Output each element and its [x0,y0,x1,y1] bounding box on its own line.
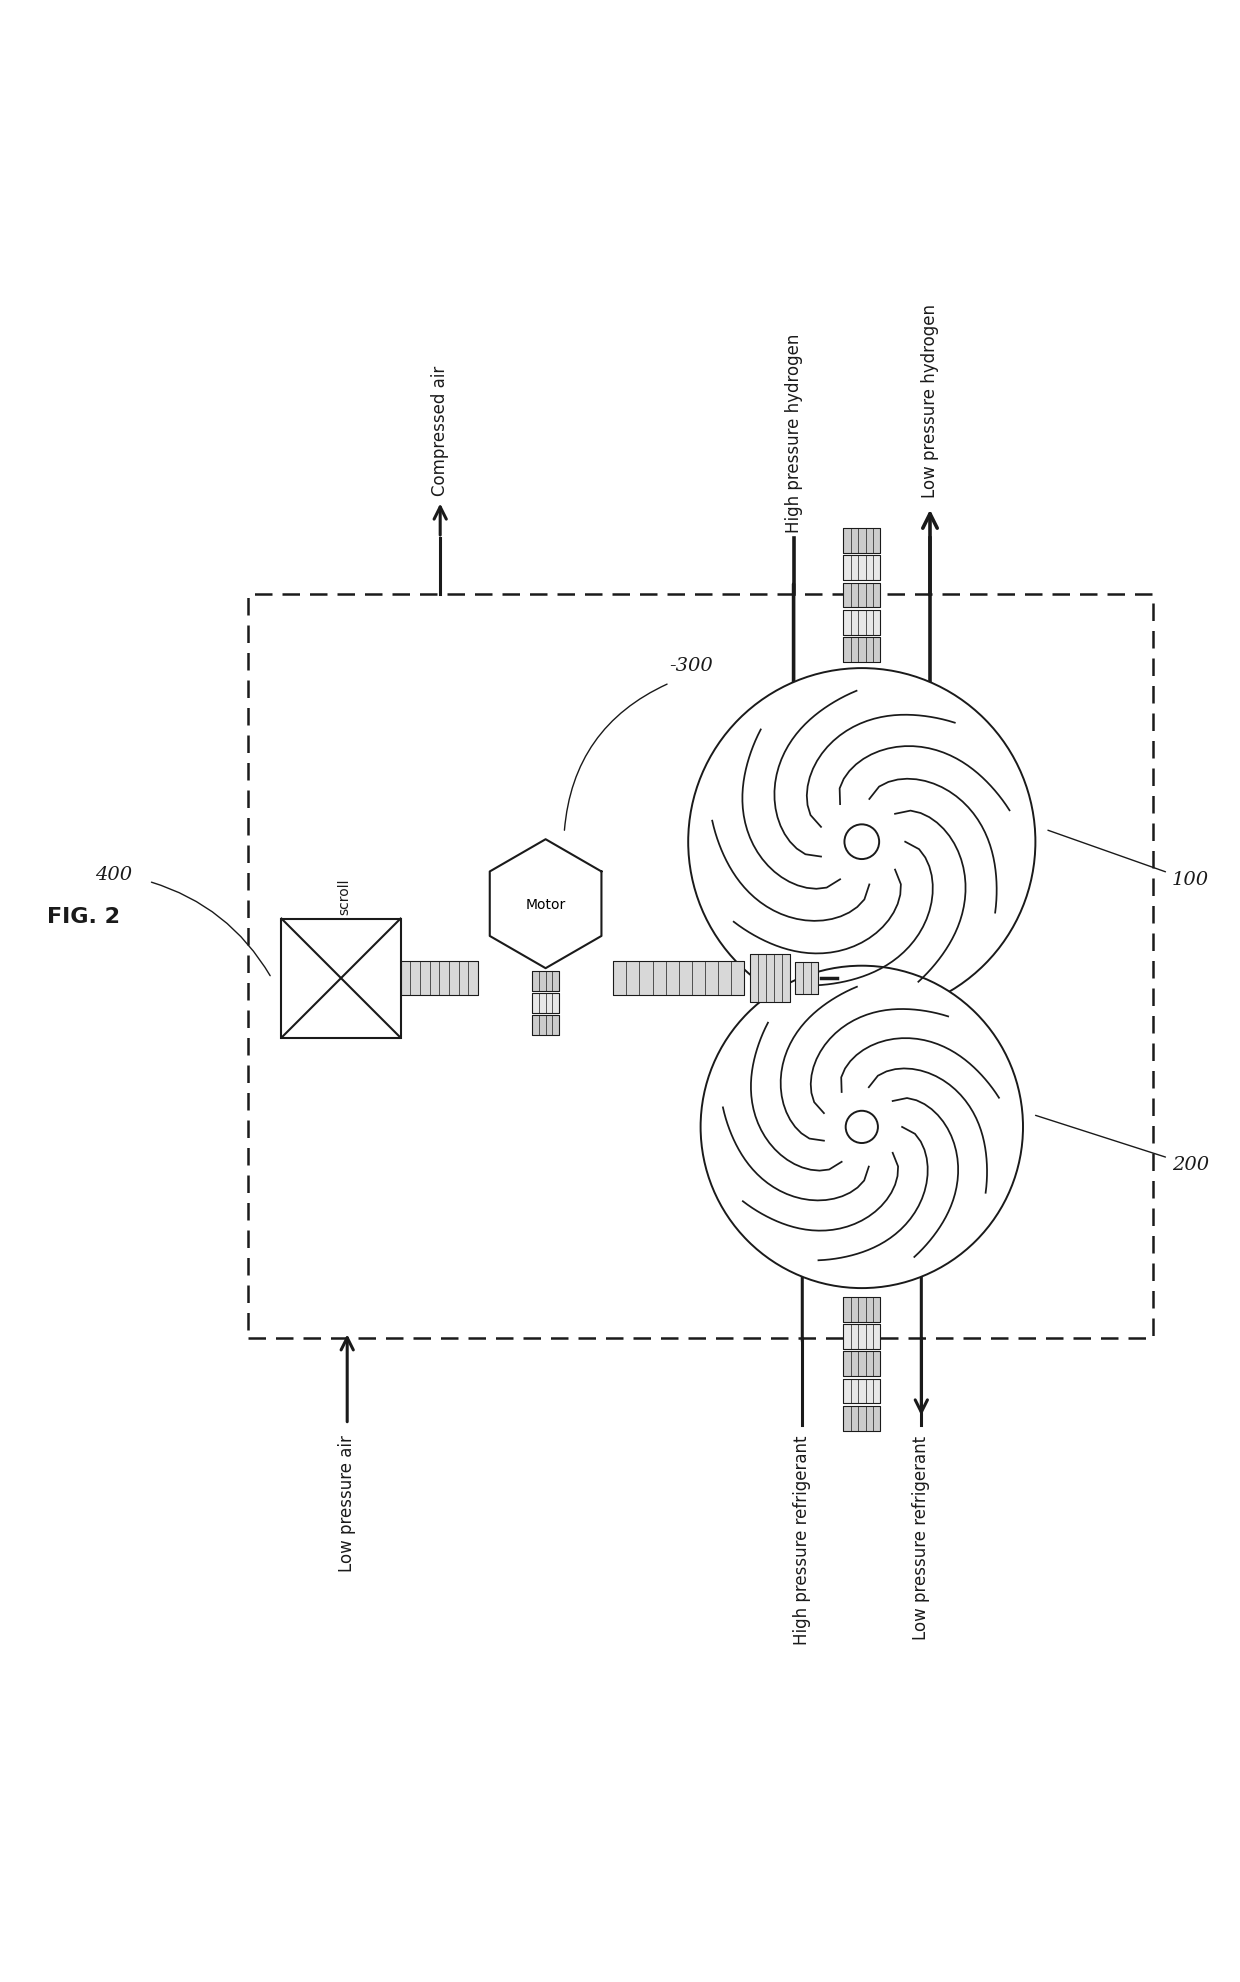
Text: Compressed air: Compressed air [432,365,449,496]
Bar [248,595,1153,1338]
Text: FIG. 2: FIG. 2 [47,906,120,928]
Bar [532,971,559,991]
Text: High pressure hydrogen: High pressure hydrogen [785,333,802,533]
Text: Low pressure refrigerant: Low pressure refrigerant [913,1435,930,1639]
Text: Low pressure hydrogen: Low pressure hydrogen [921,303,939,497]
Text: Motor: Motor [526,898,565,912]
Text: -300: -300 [670,656,713,676]
Bar [843,1379,880,1403]
Bar [795,961,818,995]
Text: scroll: scroll [337,878,352,914]
Bar [532,993,559,1013]
Bar [843,1296,880,1322]
Bar [843,1405,880,1431]
Bar [843,1324,880,1350]
Bar [750,953,790,1003]
Bar [843,583,880,608]
Text: 200: 200 [1172,1156,1209,1173]
Bar [281,920,401,1039]
Text: Low pressure air: Low pressure air [339,1435,356,1572]
Circle shape [701,965,1023,1288]
Text: High pressure refrigerant: High pressure refrigerant [794,1435,811,1645]
Bar [614,961,744,997]
Circle shape [688,668,1035,1017]
Circle shape [844,825,879,860]
Bar [843,1352,880,1376]
Circle shape [846,1112,878,1144]
Bar [843,638,880,662]
Bar [401,961,477,997]
Text: 100: 100 [1172,870,1209,888]
Text: 400: 400 [95,866,133,884]
Polygon shape [490,840,601,969]
Bar [532,1017,559,1037]
Bar [843,557,880,581]
Bar [843,529,880,553]
Bar [843,610,880,636]
